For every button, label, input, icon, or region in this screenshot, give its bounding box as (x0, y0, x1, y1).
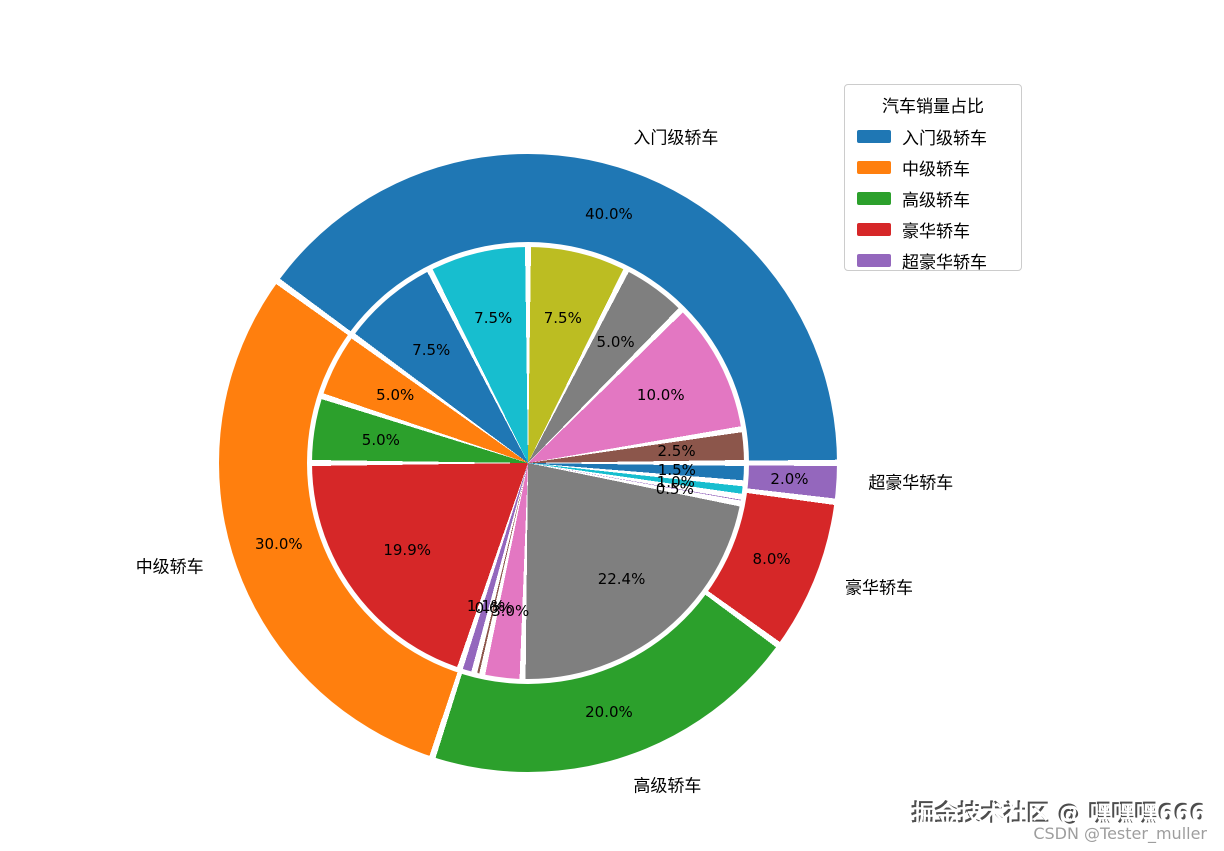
inner-pct-label: 5.0% (376, 386, 415, 405)
inner-pct-label: 7.5% (543, 308, 582, 327)
inner-pct-label: 5.0% (596, 333, 635, 352)
outer-pct-label: 30.0% (254, 534, 303, 553)
legend-box: 汽车销量占比 入门级轿车 中级轿车 高级轿车 豪华轿车 超豪华轿车 (844, 84, 1022, 273)
inner-pct-label: 10.0% (636, 386, 685, 405)
inner-pct-label: 0.5% (655, 479, 694, 498)
legend-item: 超豪华轿车 (855, 245, 1011, 276)
legend-item: 豪华轿车 (855, 214, 1011, 245)
inner-pct-label: 0.6% (474, 598, 513, 617)
category-label: 豪华轿车 (845, 578, 914, 599)
legend-item-label: 豪华轿车 (902, 222, 970, 242)
inner-pct-label: 19.9% (383, 540, 431, 559)
legend-swatch-icon (857, 223, 891, 236)
inner-pct-label: 3.0% (491, 601, 530, 620)
outer-pct-label: 40.0% (585, 204, 633, 223)
category-label: 超豪华轿车 (868, 474, 954, 495)
legend-item-label: 超豪华轿车 (902, 253, 987, 273)
legend-item-label: 入门级轿车 (902, 129, 987, 149)
inner-pct-label: 7.5% (474, 308, 513, 327)
category-label: 入门级轿车 (633, 128, 719, 149)
inner-pct-label: 7.5% (412, 340, 451, 359)
watermark-primary-emboss: 掘金技术社区 @ 嘿嘿嘿666 (912, 802, 1207, 828)
outer-pct-label: 20.0% (585, 702, 633, 721)
legend-item-label: 中级轿车 (902, 160, 970, 180)
legend-swatch-icon (857, 192, 891, 205)
legend-item: 高级轿车 (855, 183, 1011, 214)
inner-pie (312, 247, 744, 679)
watermark-secondary: CSDN @Tester_muller (1033, 824, 1207, 843)
legend-item: 中级轿车 (855, 152, 1011, 183)
legend-item: 入门级轿车 (855, 121, 1011, 152)
legend-swatch-icon (857, 161, 891, 174)
legend-item-label: 高级轿车 (902, 191, 970, 211)
inner-pct-label: 1.0% (656, 472, 695, 491)
inner-pct-label: 5.0% (361, 430, 400, 449)
legend-swatch-icon (857, 130, 891, 143)
legend-title: 汽车销量占比 (882, 97, 984, 117)
legend-swatch-icon (857, 254, 891, 267)
category-label: 中级轿车 (135, 558, 204, 579)
inner-pct-label: 2.5% (657, 442, 696, 461)
inner-pct-label: 1.1% (466, 596, 506, 615)
inner-pct-label: 22.4% (597, 569, 646, 588)
category-label: 高级轿车 (633, 776, 702, 797)
watermark-primary-text: 掘金技术社区 @ 嘿嘿嘿666 (910, 800, 1205, 826)
inner-pct-label: 1.5% (657, 460, 696, 479)
outer-pct-label: 2.0% (770, 470, 809, 489)
outer-pct-label: 8.0% (752, 550, 791, 569)
